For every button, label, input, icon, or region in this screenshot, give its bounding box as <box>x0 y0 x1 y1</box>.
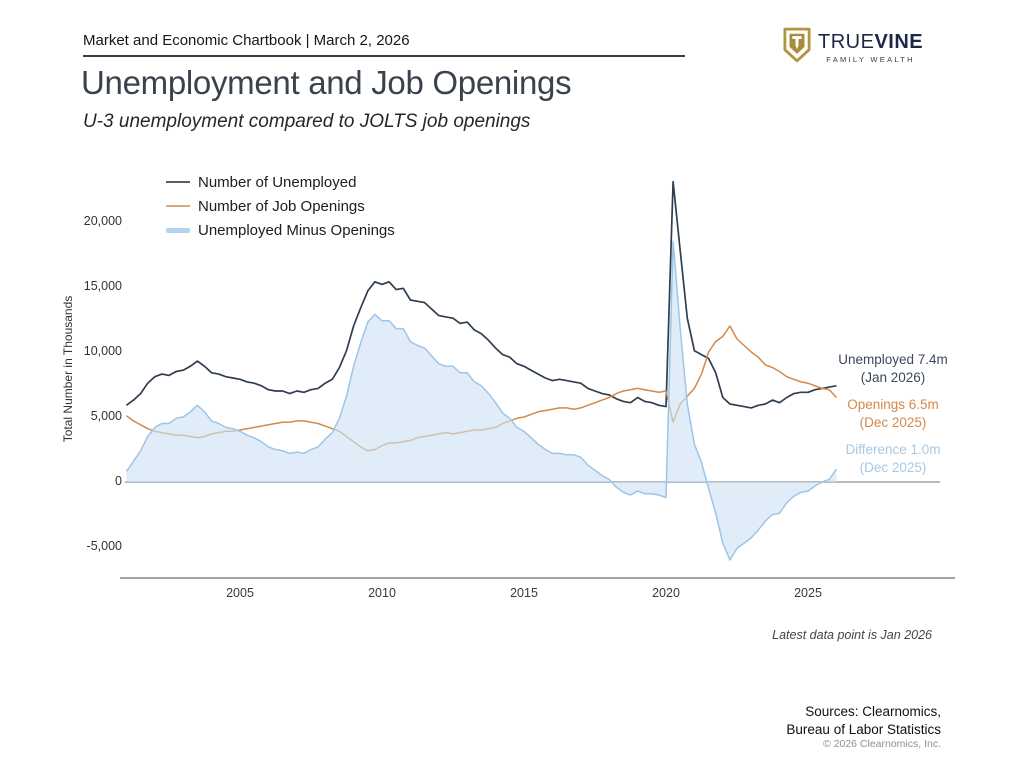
y-tick-label: 20,000 <box>83 214 122 228</box>
y-tick-label: 0 <box>115 474 122 488</box>
legend-label: Unemployed Minus Openings <box>198 221 395 239</box>
y-tick-label: 5,000 <box>90 409 122 423</box>
sources-line2: Bureau of Labor Statistics <box>786 722 941 737</box>
line-swatch-icon <box>166 181 190 183</box>
job-openings-line <box>125 325 837 452</box>
truevine-logo: TRUEVINE FAMILY WEALTH <box>783 27 923 68</box>
y-axis-title: Total Number in Thousands <box>61 295 75 443</box>
x-tick-label: 2010 <box>368 586 396 600</box>
sources-text: Sources: Clearnomics, Bureau of Labor St… <box>786 703 941 739</box>
callout-2: Difference 1.0m (Dec 2025) <box>822 441 964 477</box>
difference-area-edge <box>125 240 838 561</box>
shield-icon <box>783 27 811 68</box>
page-title: Unemployment and Job Openings <box>81 64 572 101</box>
callout-value: Openings 6.5m <box>847 397 939 412</box>
difference-area <box>126 241 837 560</box>
page-subtitle: U-3 unemployment compared to JOLTS job o… <box>83 111 531 132</box>
legend-item-2: Unemployed Minus Openings <box>166 218 395 242</box>
x-tick-label: 2020 <box>652 586 680 600</box>
sources-line1: Sources: Clearnomics, <box>805 704 941 719</box>
copyright-text: © 2026 Clearnomics, Inc. <box>822 738 941 750</box>
legend-item-0: Number of Unemployed <box>166 170 395 194</box>
logo-tagline: FAMILY WEALTH <box>826 54 915 64</box>
callout-period: (Jan 2026) <box>860 370 926 385</box>
header-rule <box>83 55 685 57</box>
callout-value: Difference 1.0m <box>845 442 941 457</box>
callout-period: (Dec 2025) <box>859 460 927 475</box>
callout-period: (Dec 2025) <box>859 415 927 430</box>
y-tick-label: 15,000 <box>83 279 122 293</box>
latest-data-footnote: Latest data point is Jan 2026 <box>772 628 932 642</box>
chartbook-header: Market and Economic Chartbook | March 2,… <box>83 32 410 49</box>
y-tick-label: 10,000 <box>83 344 122 358</box>
callout-1: Openings 6.5m (Dec 2025) <box>822 396 964 432</box>
logo-wordmark: TRUEVINE FAMILY WEALTH <box>818 32 923 64</box>
x-tick-label: 2015 <box>510 586 538 600</box>
line-swatch-icon <box>166 205 190 207</box>
legend-label: Number of Job Openings <box>198 197 365 215</box>
x-tick-label: 2025 <box>794 586 822 600</box>
callout-value: Unemployed 7.4m <box>838 352 948 367</box>
legend-item-1: Number of Job Openings <box>166 194 395 218</box>
chart-legend: Number of Unemployed Number of Job Openin… <box>166 170 395 242</box>
y-tick-label: -5,000 <box>86 539 122 553</box>
x-tick-label: 2005 <box>226 586 254 600</box>
legend-label: Number of Unemployed <box>198 173 357 191</box>
band-swatch-icon <box>166 227 190 233</box>
logo-brand: TRUEVINE <box>818 30 924 53</box>
callout-0: Unemployed 7.4m (Jan 2026) <box>822 351 964 387</box>
